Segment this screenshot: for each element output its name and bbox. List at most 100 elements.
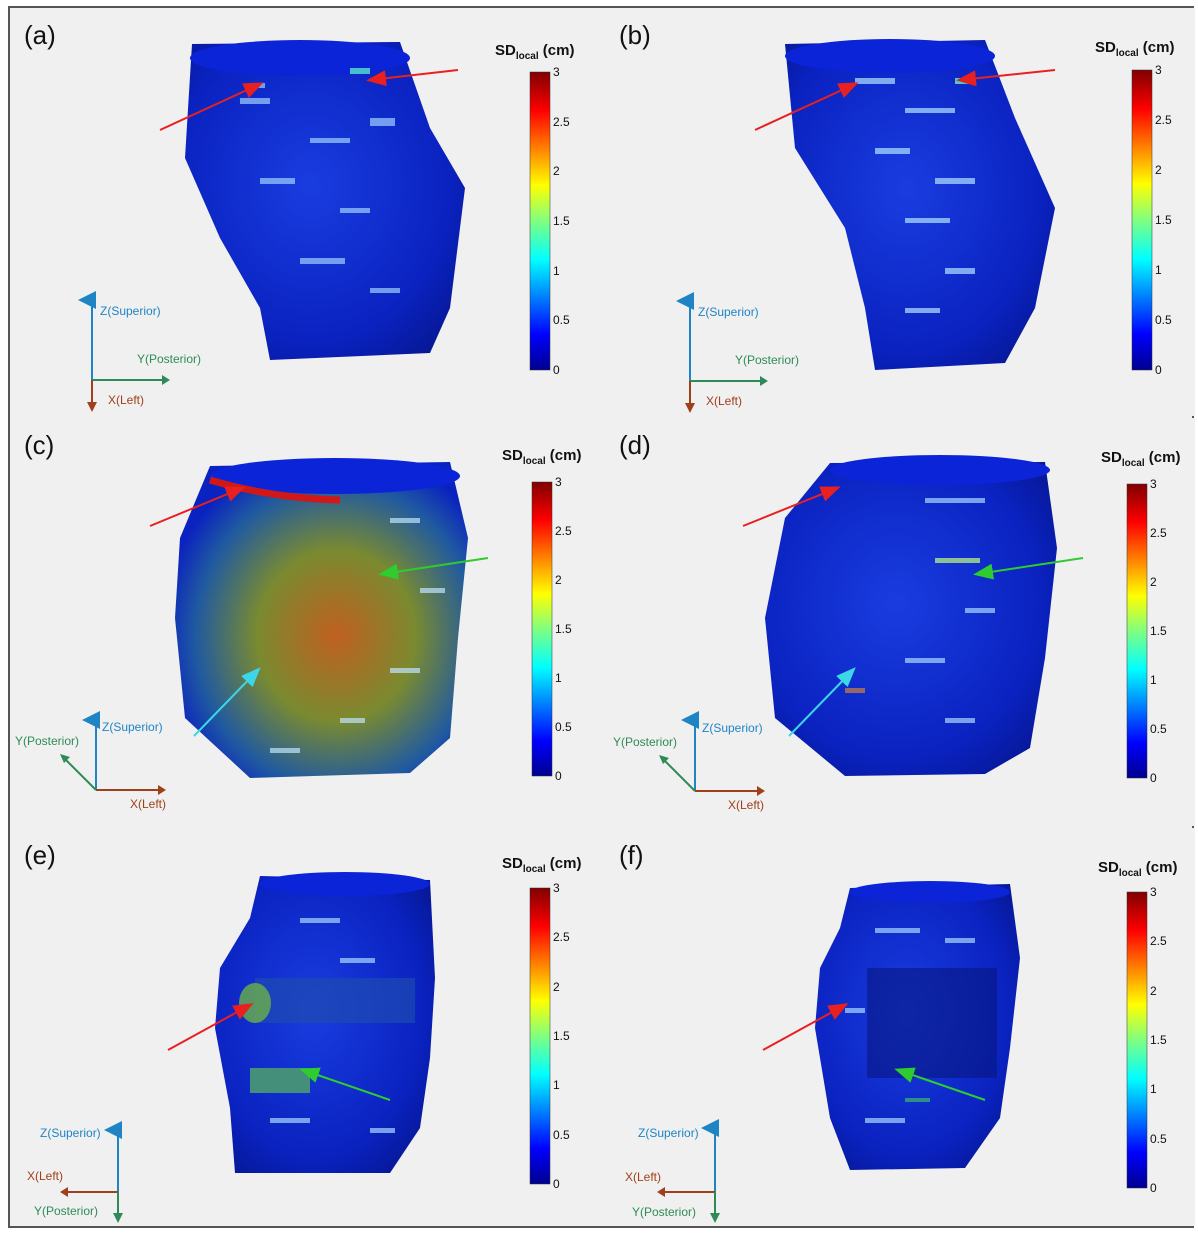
svg-text:1.5: 1.5 — [553, 214, 570, 228]
surface-highlights — [270, 918, 395, 1133]
colorbar — [1126, 483, 1148, 779]
svg-text:3: 3 — [553, 881, 560, 895]
svg-text:0: 0 — [1150, 771, 1157, 785]
colorbar-ticks: 3 2.5 2 1.5 1 0.5 0 — [1150, 885, 1167, 1195]
panel-c: (c) Z(Superior) Y(Posterior) X(Left) SDl… — [10, 418, 600, 826]
svg-text:3: 3 — [1150, 885, 1157, 899]
svg-text:0.5: 0.5 — [1155, 313, 1172, 327]
colorbar — [529, 887, 551, 1185]
svg-text:0: 0 — [555, 769, 562, 783]
colorbar-ticks: 3 2.5 2 1.5 1 0.5 0 — [553, 65, 570, 377]
axis-label-x: X(Left) — [625, 1170, 661, 1184]
svg-text:2.5: 2.5 — [553, 930, 570, 944]
colorbar — [531, 481, 553, 777]
colorbar — [1131, 69, 1153, 371]
axis-label-z: Z(Superior) — [40, 1126, 101, 1140]
surface-top — [850, 881, 1010, 903]
axis-label-x: X(Left) — [130, 797, 166, 811]
svg-text:2: 2 — [553, 980, 560, 994]
svg-text:2: 2 — [555, 573, 562, 587]
surface-highlights — [845, 928, 975, 1123]
colorbar-title: SDlocal (cm) — [1098, 859, 1177, 879]
axis-label-y: Y(Posterior) — [34, 1204, 98, 1218]
colorbar-title: SDlocal (cm) — [1101, 449, 1180, 469]
colorbar-ticks: 3 2.5 2 1.5 1 0.5 0 — [1155, 63, 1172, 377]
surface-model — [185, 42, 465, 360]
svg-text:1.5: 1.5 — [1150, 624, 1167, 638]
panel-b-graphic: Z(Superior) Y(Posterior) X(Left) SDlocal… — [676, 39, 1174, 413]
colorbar-title: SDlocal (cm) — [1095, 39, 1174, 59]
axis-label-x: X(Left) — [27, 1169, 63, 1183]
hot-rim — [208, 476, 341, 504]
axis-label-x: X(Left) — [706, 394, 742, 408]
axis-label-y: Y(Posterior) — [137, 352, 201, 366]
surface-model — [175, 462, 468, 778]
axis-label-y: Y(Posterior) — [15, 734, 79, 748]
svg-text:1.5: 1.5 — [1150, 1033, 1167, 1047]
surface-model — [215, 876, 435, 1173]
axis-label-z: Z(Superior) — [702, 721, 763, 735]
surface-highlights — [270, 518, 445, 753]
surface-model — [785, 40, 1055, 370]
axis-label-z: Z(Superior) — [638, 1126, 699, 1140]
colorbar — [529, 71, 551, 371]
panel-a: (a) — [10, 8, 600, 416]
svg-text:2: 2 — [1155, 163, 1162, 177]
svg-text:1: 1 — [1150, 673, 1157, 687]
surface-top — [260, 872, 430, 896]
panel-a-graphic: Z(Superior) Y(Posterior) X(Left) SDlocal… — [78, 40, 574, 412]
svg-text:0.5: 0.5 — [553, 313, 570, 327]
svg-text:0: 0 — [1150, 1181, 1157, 1195]
svg-text:0: 0 — [1155, 363, 1162, 377]
svg-text:0.5: 0.5 — [1150, 722, 1167, 736]
svg-text:1.5: 1.5 — [553, 1029, 570, 1043]
svg-text:1: 1 — [1155, 263, 1162, 277]
axis-label-x: X(Left) — [728, 798, 764, 812]
surface-top — [190, 40, 410, 76]
surface-highlights — [845, 498, 995, 723]
axis-label-y: Y(Posterior) — [735, 353, 799, 367]
lower-band — [250, 1068, 310, 1093]
svg-text:2.5: 2.5 — [555, 524, 572, 538]
svg-text:3: 3 — [555, 475, 562, 489]
svg-text:0.5: 0.5 — [555, 720, 572, 734]
svg-text:1: 1 — [553, 1078, 560, 1092]
svg-text:2.5: 2.5 — [1150, 934, 1167, 948]
colorbar-title: SDlocal (cm) — [495, 42, 574, 62]
svg-text:3: 3 — [553, 65, 560, 79]
colorbar-ticks: 3 2.5 2 1.5 1 0.5 0 — [553, 881, 570, 1191]
svg-text:0.5: 0.5 — [553, 1128, 570, 1142]
svg-text:0: 0 — [553, 1177, 560, 1191]
panel-label: (f) — [619, 840, 644, 870]
svg-text:0.5: 0.5 — [1150, 1132, 1167, 1146]
svg-text:2.5: 2.5 — [553, 115, 570, 129]
axis-label-x: X(Left) — [108, 393, 144, 407]
svg-text:2.5: 2.5 — [1155, 113, 1172, 127]
panel-f: (f) Z(Superior) X(Left) Y(Posterior) SDl… — [605, 828, 1195, 1226]
mid-band — [867, 968, 997, 1078]
panel-d: (d) Z(Superior) Y(Posterior) X(Left) SDl… — [605, 418, 1195, 826]
panel-d-graphic: Z(Superior) Y(Posterior) X(Left) SDlocal… — [613, 449, 1180, 812]
panel-c-graphic: Z(Superior) Y(Posterior) X(Left) SDlocal… — [15, 447, 581, 811]
svg-text:1.5: 1.5 — [555, 622, 572, 636]
svg-text:1: 1 — [555, 671, 562, 685]
panel-label: (a) — [24, 20, 56, 50]
svg-text:2: 2 — [1150, 575, 1157, 589]
svg-text:2: 2 — [553, 164, 560, 178]
svg-text:0: 0 — [553, 363, 560, 377]
panel-label: (e) — [24, 840, 56, 870]
surface-top — [830, 455, 1050, 485]
svg-text:1.5: 1.5 — [1155, 213, 1172, 227]
hot-region — [239, 983, 271, 1023]
surface-top — [210, 458, 460, 494]
svg-text:1: 1 — [1150, 1082, 1157, 1096]
mid-band — [255, 978, 415, 1023]
svg-text:3: 3 — [1150, 477, 1157, 491]
panel-label: (b) — [619, 20, 651, 50]
surface-top — [785, 39, 995, 73]
colorbar-title: SDlocal (cm) — [502, 855, 581, 875]
colorbar-ticks: 3 2.5 2 1.5 1 0.5 0 — [1150, 477, 1167, 785]
surface-model — [765, 462, 1057, 776]
colorbar — [1126, 891, 1148, 1189]
axis-label-z: Z(Superior) — [698, 305, 759, 319]
